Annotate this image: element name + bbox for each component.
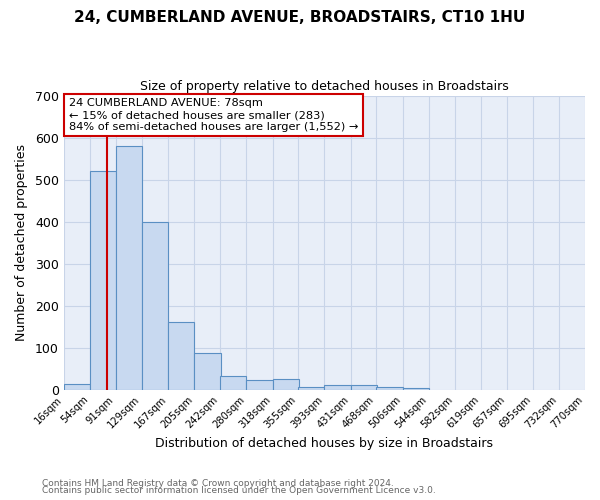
Bar (64, 384, 90, 390)
Bar (376, 387, 403, 390)
Bar (194, 353, 221, 390)
Bar (220, 376, 246, 390)
Text: Contains public sector information licensed under the Open Government Licence v3: Contains public sector information licen… (42, 486, 436, 495)
Bar (116, 146, 142, 390)
Text: 24 CUMBERLAND AVENUE: 78sqm
← 15% of detached houses are smaller (283)
84% of se: 24 CUMBERLAND AVENUE: 78sqm ← 15% of det… (69, 98, 358, 132)
Bar (142, 222, 168, 390)
Text: 24, CUMBERLAND AVENUE, BROADSTAIRS, CT10 1HU: 24, CUMBERLAND AVENUE, BROADSTAIRS, CT10… (74, 10, 526, 25)
Bar (403, 388, 429, 390)
Bar (272, 380, 299, 390)
Y-axis label: Number of detached properties: Number of detached properties (15, 144, 28, 341)
Bar (90, 171, 116, 390)
Bar (325, 384, 350, 390)
X-axis label: Distribution of detached houses by size in Broadstairs: Distribution of detached houses by size … (155, 437, 493, 450)
Bar (168, 322, 194, 390)
Bar (350, 386, 377, 390)
Bar (246, 380, 272, 390)
Title: Size of property relative to detached houses in Broadstairs: Size of property relative to detached ho… (140, 80, 509, 93)
Text: Contains HM Land Registry data © Crown copyright and database right 2024.: Contains HM Land Registry data © Crown c… (42, 478, 394, 488)
Bar (298, 388, 325, 390)
